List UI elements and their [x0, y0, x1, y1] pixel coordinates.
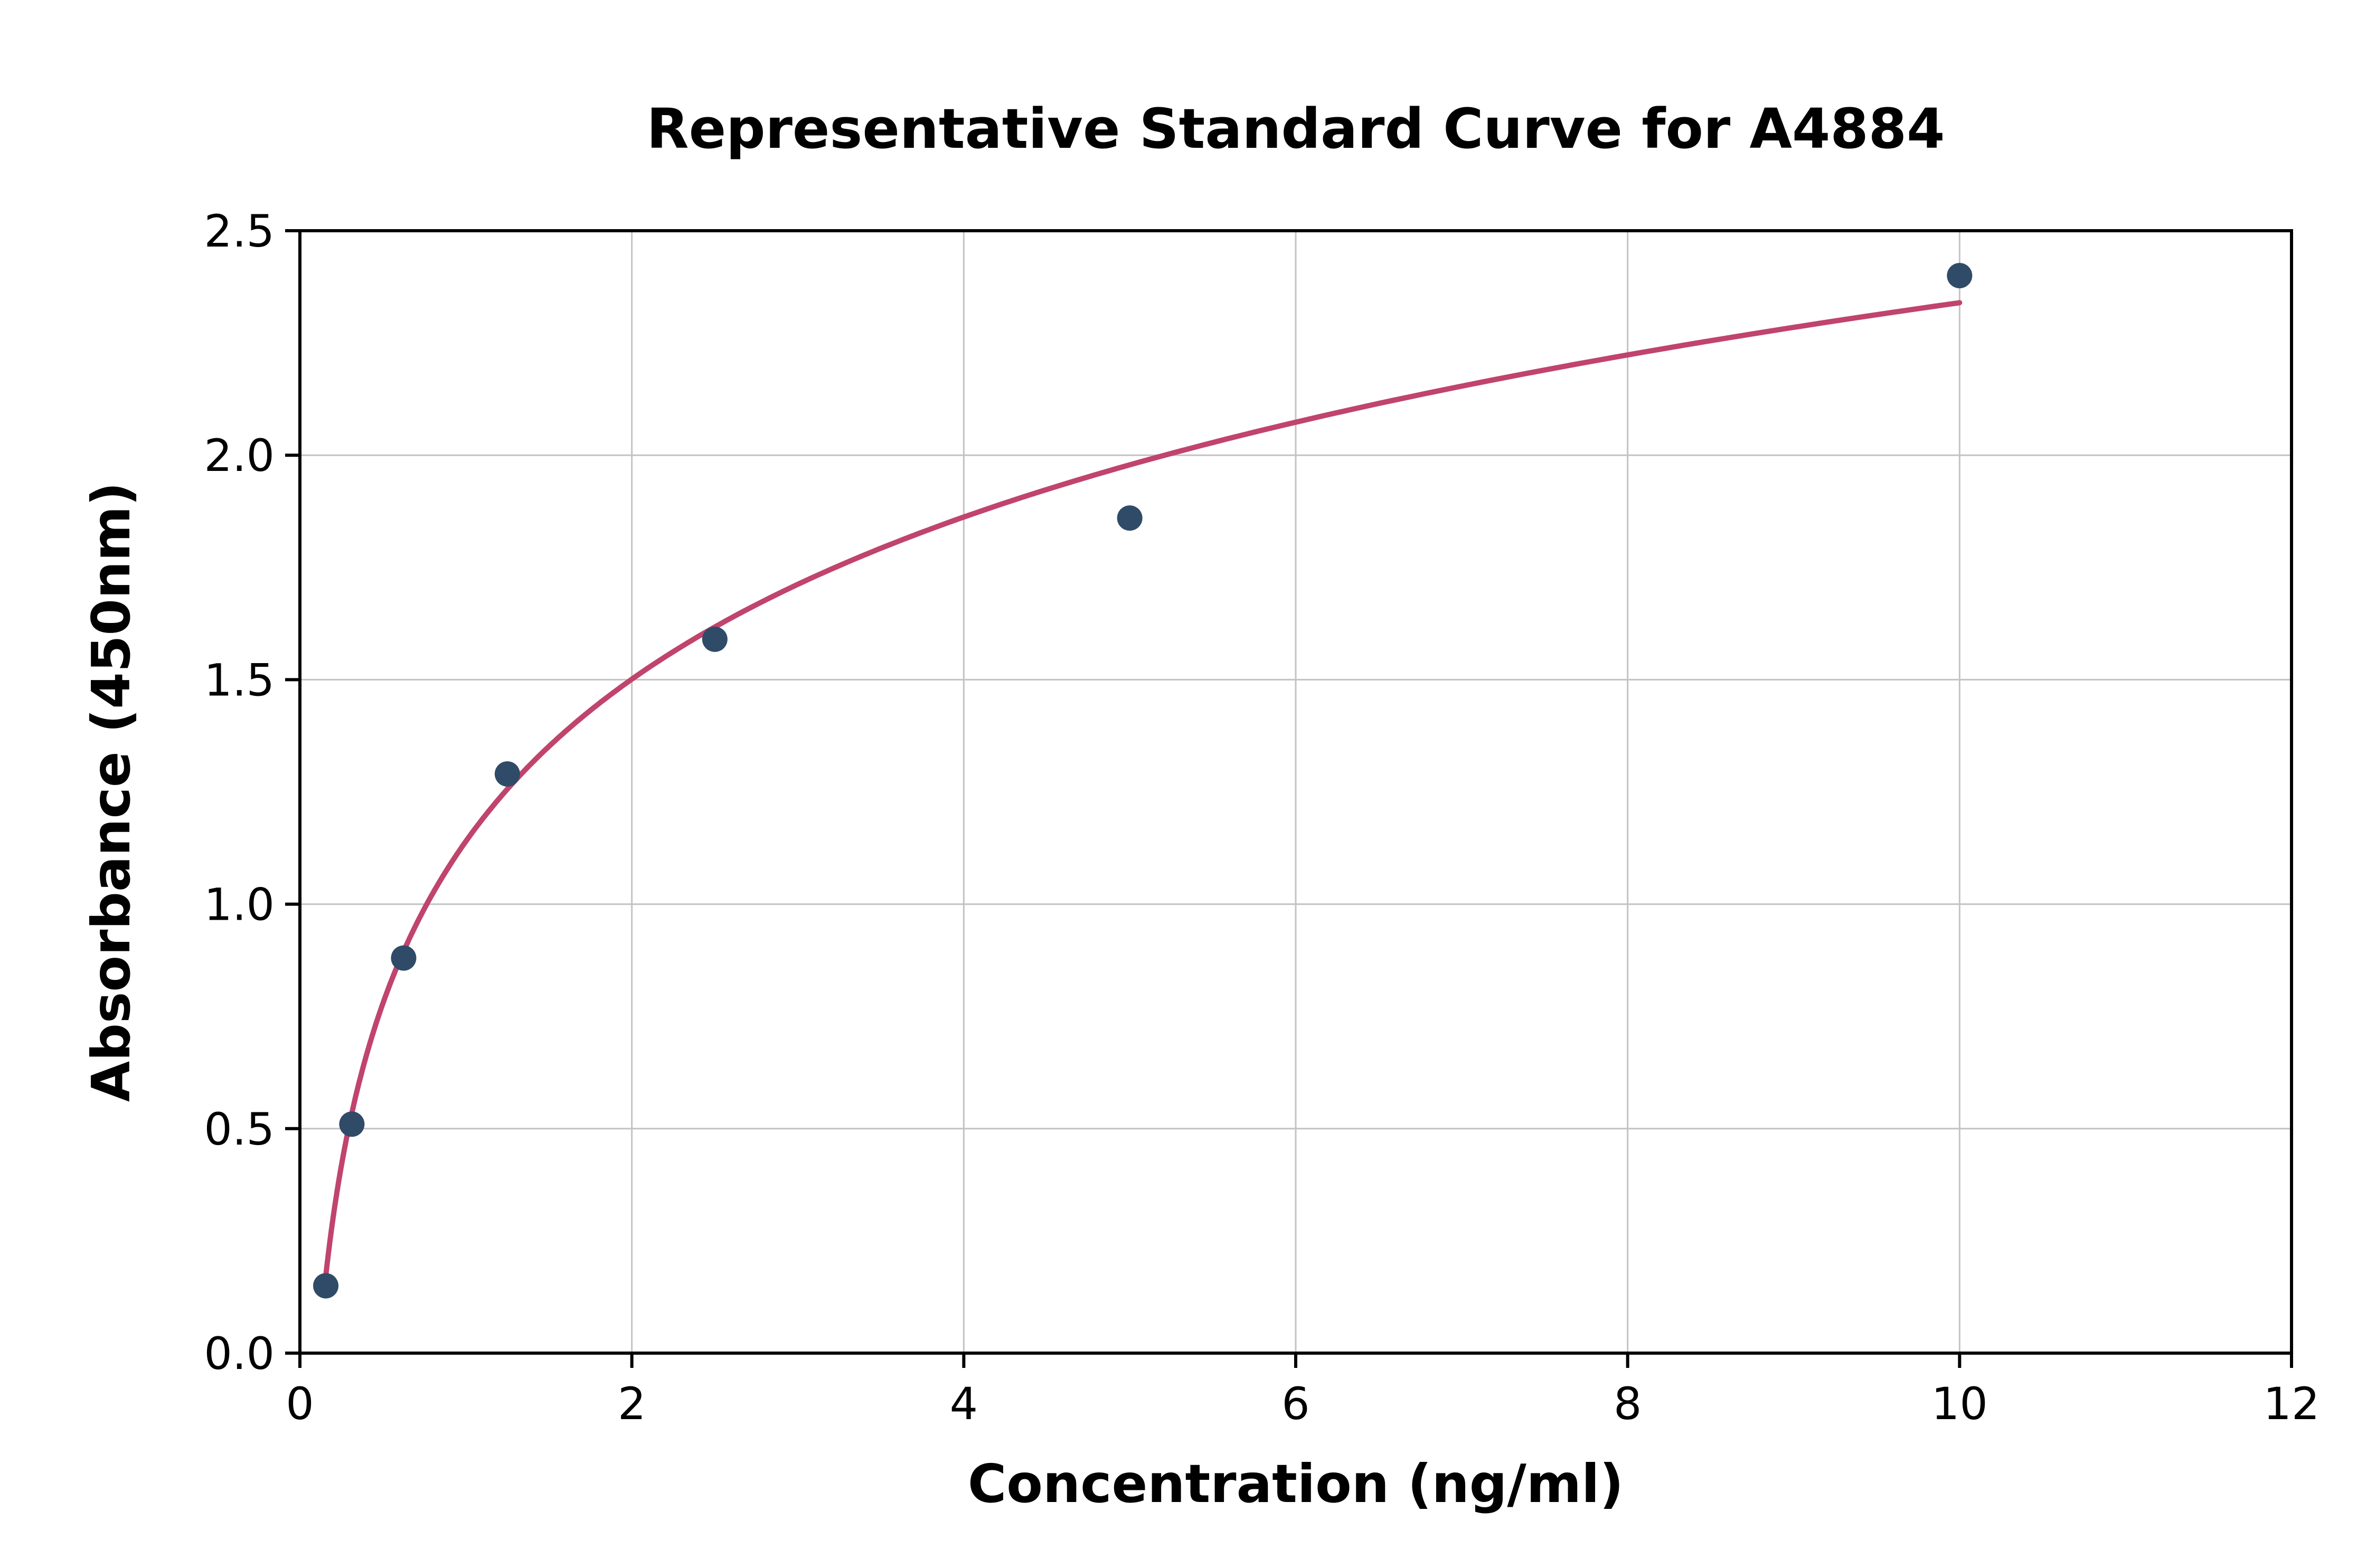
data-point	[339, 1111, 365, 1137]
y-tick-label: 0.5	[204, 1103, 275, 1155]
y-tick-label: 1.5	[204, 654, 275, 706]
grid-layer	[299, 230, 2293, 1354]
data-point	[391, 945, 417, 971]
chart-title: Representative Standard Curve for A4884	[647, 97, 1945, 161]
data-point	[1947, 263, 1973, 289]
x-tick-label: 6	[1281, 1378, 1309, 1430]
axes-layer: 0 2 4 6 8 10 12 0.0 0.5 1.0 1.5 2.0 2.5	[204, 205, 2320, 1430]
y-tick-label: 2.0	[204, 430, 275, 481]
x-tick-label: 12	[2264, 1378, 2320, 1430]
x-axis-label: Concentration (ng/ml)	[968, 1453, 1624, 1515]
y-tick-label: 2.5	[204, 205, 275, 257]
data-point	[313, 1273, 339, 1299]
fit-curve-layer	[323, 300, 1963, 1279]
y-tick-label: 0.0	[204, 1328, 275, 1380]
data-point	[494, 761, 520, 787]
data-point	[1117, 505, 1143, 531]
x-tick-label: 0	[286, 1378, 314, 1430]
x-tick-label: 4	[950, 1378, 978, 1430]
x-tick-label: 2	[618, 1378, 646, 1430]
data-point	[702, 626, 728, 652]
y-tick-label: 1.0	[204, 879, 275, 931]
x-tick-label: 10	[1931, 1378, 1988, 1430]
fit-curve	[323, 300, 1963, 1279]
data-points-layer	[313, 263, 1973, 1299]
y-axis-label: Absorbance (450nm)	[80, 482, 142, 1102]
x-tick-label: 8	[1614, 1378, 1642, 1430]
